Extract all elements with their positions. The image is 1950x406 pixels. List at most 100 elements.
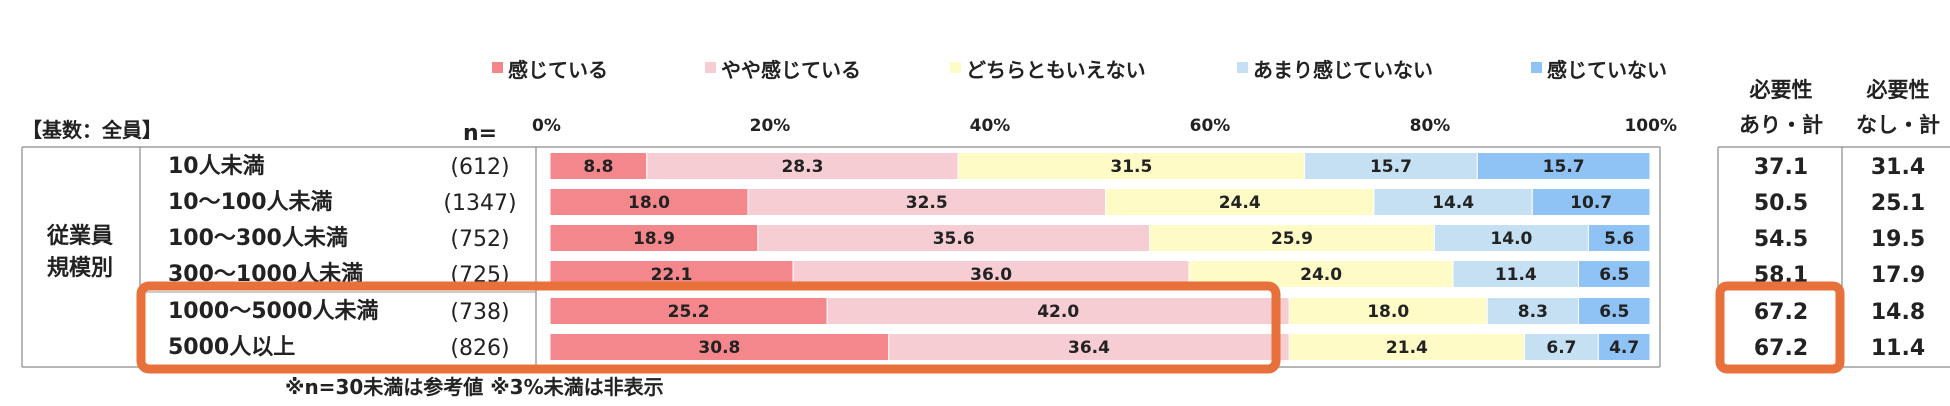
row-label: 10～100人未満 [168, 189, 333, 215]
table-row: 5000人以上 (826) [168, 335, 510, 361]
bar-value-label: 5.6 [1604, 229, 1634, 249]
group-label-line: 従業員 [46, 223, 113, 249]
legend-swatch [950, 62, 961, 73]
legend-item: どちらともいえない [950, 58, 1146, 82]
legend-label: あまり感じていない [1253, 58, 1433, 82]
legend-label: やや感じている [721, 58, 861, 82]
summary-header: 必要性 [1750, 78, 1813, 102]
bar-segment [1524, 333, 1599, 361]
table-row: 100～300人未満 (752) [168, 225, 510, 252]
table-row: 10～100人未満 (1347) [168, 189, 517, 216]
summary-value: 11.4 [1871, 336, 1925, 361]
bar-value-label: 18.0 [628, 193, 670, 213]
summary-table: 必要性あり・計37.150.554.558.167.267.2必要性なし・計31… [1739, 78, 1940, 361]
highlight-box-rows [136, 281, 1281, 374]
bar-value-label: 15.7 [1543, 157, 1585, 177]
bar-segment [1452, 260, 1579, 288]
bar-segment [1105, 188, 1375, 216]
legend-label: 感じていない [1547, 58, 1667, 82]
n-header: n= [463, 121, 497, 146]
table-row: 10人未満 (612) [168, 153, 510, 180]
summary-value: 31.4 [1871, 155, 1925, 180]
bar-value-label: 6.5 [1599, 265, 1629, 285]
row-label: 5000人以上 [168, 335, 295, 360]
bar-value-label: 18.9 [633, 229, 675, 249]
legend-item: 感じている [492, 58, 608, 82]
summary-value: 19.5 [1871, 227, 1925, 252]
bar-value-label: 42.0 [1037, 302, 1079, 322]
summary-value: 37.1 [1754, 155, 1808, 180]
row-n: (1347) [443, 191, 516, 216]
bar-value-label: 28.3 [781, 157, 823, 177]
bar-segment [1531, 188, 1651, 216]
bar-value-label: 6.7 [1546, 338, 1576, 358]
summary-value: 25.1 [1871, 191, 1925, 216]
row-n: (826) [450, 336, 509, 361]
row-n: (738) [450, 300, 509, 325]
bar-value-label: 14.0 [1490, 229, 1532, 249]
summary-value: 54.5 [1754, 227, 1808, 252]
summary-value: 50.5 [1754, 191, 1808, 216]
summary-value: 67.2 [1754, 336, 1808, 361]
legend-swatch [492, 62, 503, 73]
bar-value-label: 36.0 [970, 265, 1012, 285]
bar-segment [549, 333, 890, 361]
summary-value: 14.8 [1871, 300, 1925, 325]
row-label: 10人未満 [168, 153, 265, 179]
bar-value-label: 10.7 [1570, 193, 1612, 213]
row-n: (612) [450, 155, 509, 180]
bar-segment [826, 297, 1290, 325]
bar-segment [549, 188, 749, 216]
bar-value-label: 35.6 [933, 229, 975, 249]
row-label: 100～300人未満 [168, 225, 348, 251]
bar-value-label: 21.4 [1386, 338, 1428, 358]
bar-segment [1597, 333, 1651, 361]
summary-header: あり・計 [1739, 113, 1823, 137]
legend-swatch [1531, 62, 1542, 73]
highlight-boxes [136, 281, 1845, 374]
rows: 10人未満 (612) 10～100人未満 (1347) 100～300人未満 (752)… [168, 153, 517, 361]
bar-segment [747, 188, 1106, 216]
base-label: 【基数：全員】 [22, 118, 162, 142]
bar-segment [957, 152, 1306, 180]
summary-header: 必要性 [1867, 78, 1930, 102]
bar-value-label: 36.4 [1068, 338, 1110, 358]
x-tick-label: 40% [970, 116, 1011, 136]
footnote: ※n=30未満は参考値 ※3%未満は非表示 [285, 375, 664, 399]
x-tick-label: 60% [1190, 116, 1231, 136]
bar-segment [1373, 188, 1533, 216]
legend-item: やや感じている [705, 58, 861, 82]
x-tick-label: 80% [1410, 116, 1451, 136]
legend-swatch [1237, 62, 1248, 73]
bar-segment [1587, 224, 1651, 252]
bar-value-label: 8.8 [583, 157, 613, 177]
highlight-box-summary [1715, 281, 1845, 374]
bar-value-label: 18.0 [1367, 302, 1409, 322]
bar-value-label: 25.9 [1271, 229, 1313, 249]
bar-value-label: 22.1 [651, 265, 693, 285]
bar-segment [549, 152, 648, 180]
bar-segment [1578, 297, 1651, 325]
group-label-line: 規模別 [47, 256, 113, 281]
legend-label: 感じている [508, 58, 608, 82]
bar-value-label: 30.8 [698, 338, 740, 358]
bar-value-label: 25.2 [668, 302, 710, 322]
bar-value-label: 24.4 [1219, 193, 1261, 213]
x-tick-label: 20% [750, 116, 791, 136]
table-row: 1000～5000人未満 (738) [168, 298, 510, 325]
legend-label: どちらともいえない [966, 58, 1146, 82]
bar-value-label: 31.5 [1110, 157, 1152, 177]
bar-value-label: 24.0 [1300, 265, 1342, 285]
summary-value: 67.2 [1754, 300, 1808, 325]
bar-value-label: 14.4 [1432, 193, 1474, 213]
bars: 8.8 28.3 31.5 15.7 15.7 18.0 32.5 24.4 14.4 10.7 1… [549, 152, 1651, 361]
legend-item: 感じていない [1531, 58, 1667, 82]
bar-value-label: 32.5 [906, 193, 948, 213]
summary-value: 17.9 [1871, 263, 1925, 288]
legend-item: あまり感じていない [1237, 58, 1433, 82]
legend-swatch [705, 62, 716, 73]
bar-segment [1578, 260, 1651, 288]
x-tick-label: 0% [532, 116, 561, 136]
bar-value-label: 4.7 [1609, 338, 1639, 358]
